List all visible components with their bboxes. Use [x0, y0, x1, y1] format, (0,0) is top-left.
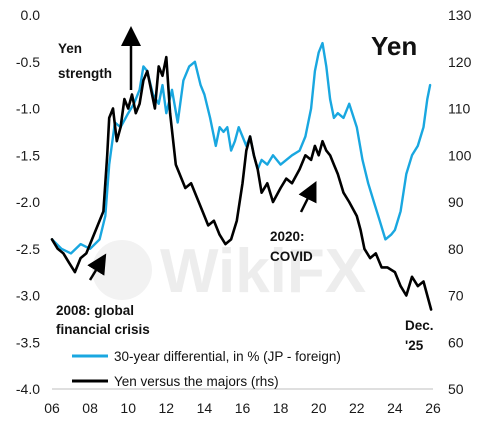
annotation-gfc-arrow: [87, 253, 107, 281]
y-left-tick-label: -2.0: [16, 194, 40, 210]
x-tick-label: 24: [387, 400, 403, 416]
series-line-yen: [50, 55, 433, 311]
x-tick-label: 18: [273, 400, 289, 416]
y-right-tick-label: 110: [448, 101, 471, 117]
legend: 30-year differential, in % (JP - foreign…: [64, 345, 390, 389]
annotation-covid: 2020: COVID: [270, 181, 317, 264]
y-left-tick-label: -2.5: [16, 241, 40, 257]
series-layer: [50, 41, 433, 311]
x-tick-label: 16: [235, 400, 251, 416]
y-left-tick-label: -3.5: [16, 334, 40, 350]
annotation-dec-line2: '25: [405, 338, 424, 353]
y-right-tick-label: 50: [448, 381, 464, 397]
legend-label-yen: Yen versus the majors (rhs): [114, 374, 279, 389]
annotation-dec: Dec. '25: [405, 318, 434, 353]
x-tick-label: 08: [82, 400, 98, 416]
annotation-dec-line1: Dec.: [405, 318, 434, 333]
y-right-tick-label: 70: [448, 288, 464, 304]
annotation-gfc-line1: 2008: global: [56, 303, 134, 318]
annotation-covid-line1: 2020:: [270, 229, 305, 244]
x-tick-label: 06: [44, 400, 60, 416]
annotation-covid-arrow: [298, 181, 317, 213]
y-left-tick-label: -1.0: [16, 101, 40, 117]
x-tick-label: 14: [197, 400, 213, 416]
annotation-yen-strength: Yen strength: [58, 26, 141, 90]
x-tick-label: 12: [159, 400, 175, 416]
y-left-tick-label: -3.0: [16, 288, 40, 304]
chart-title: Yen: [371, 31, 417, 61]
annotation-yen-strength-line2: strength: [58, 66, 112, 81]
y-left-tick-label: -0.5: [16, 54, 40, 70]
y-right-tick-label: 80: [448, 241, 464, 257]
y-right-tick-label: 130: [448, 7, 472, 23]
annotation-gfc: 2008: global financial crisis: [56, 253, 150, 337]
y-right-tick-labels: 130 120 110 100 90 80 70 60 50: [448, 7, 472, 397]
annotation-covid-line2: COVID: [270, 249, 313, 264]
y-left-tick-label: -4.0: [16, 381, 40, 397]
watermark: WikiFX: [92, 237, 366, 306]
y-right-tick-label: 120: [448, 54, 472, 70]
x-tick-label: 22: [349, 400, 365, 416]
y-right-tick-label: 90: [448, 194, 464, 210]
y-left-tick-label: 0.0: [21, 7, 41, 23]
legend-label-differential: 30-year differential, in % (JP - foreign…: [114, 349, 341, 364]
x-tick-label: 20: [311, 400, 327, 416]
x-tick-label: 26: [425, 400, 441, 416]
y-left-tick-labels: 0.0 -0.5 -1.0 -1.5 -2.0 -2.5 -3.0 -3.5 -4.0: [16, 7, 40, 397]
y-left-tick-label: -1.5: [16, 147, 40, 163]
x-tick-labels: 06 08 10 12 14 16 18 20 22 24 26: [44, 400, 441, 416]
y-right-tick-label: 100: [448, 147, 472, 163]
watermark-text: WikiFX: [160, 237, 366, 306]
annotation-yen-strength-line1: Yen: [58, 41, 82, 56]
annotation-gfc-line2: financial crisis: [56, 322, 150, 337]
x-tick-label: 10: [120, 400, 136, 416]
y-right-tick-label: 60: [448, 334, 464, 350]
